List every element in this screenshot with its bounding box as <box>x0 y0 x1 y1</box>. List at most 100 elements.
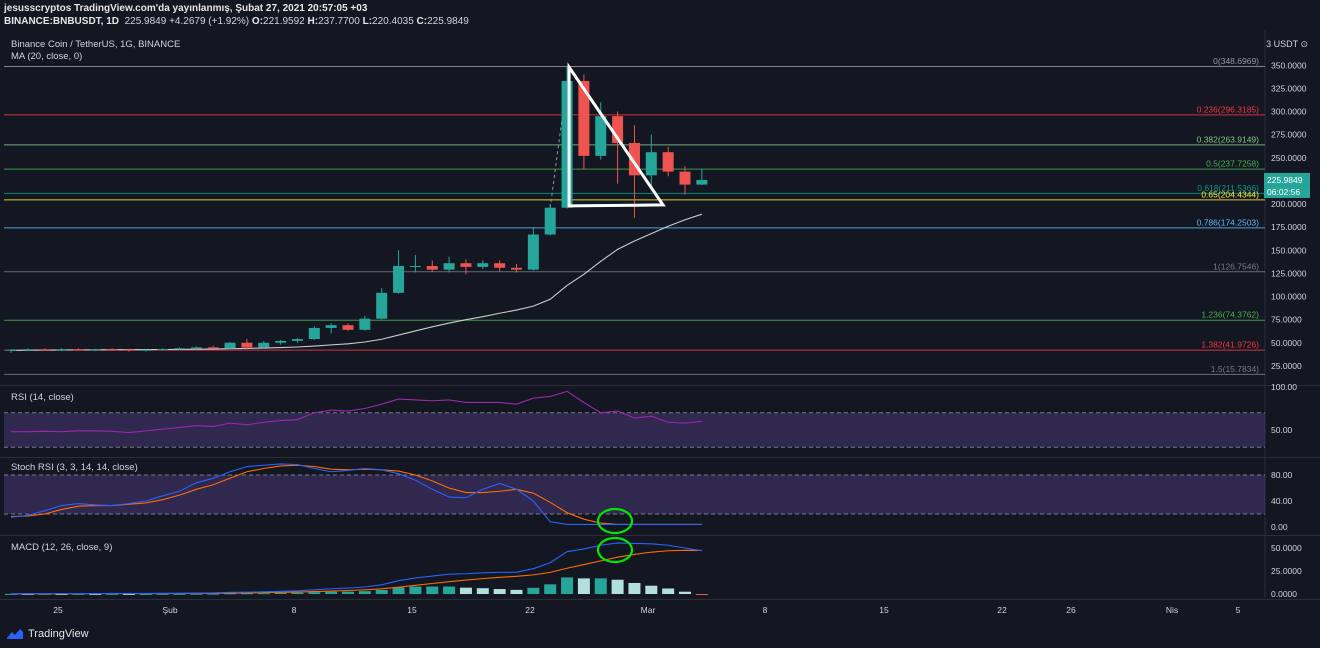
candle-body <box>325 325 337 328</box>
macd-histogram-bar <box>122 593 135 595</box>
tradingview-logo-icon <box>7 629 23 639</box>
symbol-label: BINANCE:BNBUSDT, 1D <box>4 16 120 27</box>
candle-body <box>359 318 371 330</box>
ma-indicator-label: MA (20, close, 0) <box>11 51 82 62</box>
macd-histogram-bar <box>662 588 675 594</box>
macd-histogram-bar <box>224 593 237 595</box>
candle-body <box>426 265 438 270</box>
macd-histogram-bar <box>257 593 270 595</box>
price-tick-label: 150.0000 <box>1271 245 1307 255</box>
candle-body <box>39 349 51 351</box>
highlight-circle-macd <box>596 536 634 564</box>
candle-body <box>106 349 118 351</box>
candle-body <box>258 342 270 348</box>
macd-histogram-bar <box>628 582 641 594</box>
time-tick-label: 15 <box>407 605 417 615</box>
candle-body <box>578 80 590 156</box>
macd-histogram-bar <box>173 593 186 595</box>
macd-histogram-bar <box>493 589 506 594</box>
macd-label: MACD (12, 26, close, 9) <box>11 542 112 553</box>
candle-body <box>460 263 472 267</box>
price-tick-label: 300.0000 <box>1271 107 1307 117</box>
macd-histogram-bar <box>358 591 371 594</box>
macd-histogram-bar <box>207 593 220 595</box>
macd-histogram-bar <box>577 578 590 594</box>
macd-histogram-bar <box>510 589 523 594</box>
candle-body <box>5 349 17 351</box>
macd-histogram-bar <box>342 591 354 594</box>
currency-label: 3 USDT ⊙ <box>1266 39 1308 49</box>
macd-histogram-bar <box>375 589 388 594</box>
candle-body <box>224 342 236 349</box>
macd-histogram-bar <box>139 593 152 595</box>
candle-body <box>393 265 405 293</box>
stoch-k-line <box>10 463 702 525</box>
macd-histogram-bar <box>645 585 658 594</box>
last-price: 225.9849 <box>124 16 167 27</box>
price-tick-label: 350.0000 <box>1271 60 1307 70</box>
fib-label: 1.236(74.3762) <box>1201 310 1259 320</box>
macd-histogram-bar <box>527 587 540 594</box>
fib-label: 0.236(296.3185) <box>1197 104 1260 114</box>
macd-histogram-bar <box>291 592 304 594</box>
price-tick-label: 325.0000 <box>1271 83 1307 93</box>
candle-body <box>291 339 303 341</box>
candle-body <box>190 347 202 349</box>
macd-tick: 0.0000 <box>1271 589 1297 599</box>
open-value: 221.9592 <box>263 16 305 27</box>
highlight-circle-stoch <box>596 507 634 535</box>
macd-histogram-bar <box>544 584 557 594</box>
price-tick-label: 275.0000 <box>1271 130 1307 140</box>
candle-body <box>494 263 506 268</box>
countdown-text: 06:02:56 <box>1267 187 1300 197</box>
macd-line <box>10 542 702 595</box>
fib-label: 1.382(41.9726) <box>1201 340 1259 350</box>
macd-histogram-bar <box>695 594 708 595</box>
low-value: 220.4035 <box>372 16 414 27</box>
rsi-band <box>4 412 1265 448</box>
fib-label: 0.786(174.2503) <box>1197 217 1260 227</box>
macd-histogram-bar <box>392 587 405 594</box>
fib-label: 0.382(263.9149) <box>1197 134 1260 144</box>
price-tick-label: 100.0000 <box>1271 292 1307 302</box>
candle-body <box>275 340 287 343</box>
candle-body <box>56 349 68 351</box>
candle-body <box>544 207 556 235</box>
time-tick-label: 22 <box>525 605 535 615</box>
macd-histogram-bar <box>240 593 253 595</box>
candle-body <box>140 349 152 351</box>
time-tick-label: Mar <box>641 605 656 615</box>
candle-body <box>595 116 607 156</box>
candle-body <box>612 116 624 143</box>
candle-body <box>645 152 657 176</box>
high-value: 237.7700 <box>318 16 360 27</box>
macd-histogram-bar <box>476 588 489 594</box>
macd-histogram-bar <box>561 577 574 594</box>
time-tick-label: 8 <box>763 605 768 615</box>
stoch-tick: 80.00 <box>1271 470 1293 480</box>
countdown-tag <box>1264 185 1310 198</box>
macd-histogram-bar <box>89 593 102 595</box>
macd-histogram-bar <box>426 586 439 594</box>
stoch-rsi-label: Stoch RSI (3, 3, 14, 14, close) <box>11 462 138 473</box>
candle-body <box>443 263 455 270</box>
macd-histogram-bar <box>409 586 422 594</box>
price-tick-label: 250.0000 <box>1271 153 1307 163</box>
candle-body <box>174 348 185 350</box>
macd-histogram-bar <box>190 593 203 595</box>
macd-histogram-bar <box>611 579 624 594</box>
macd-histogram-bar <box>459 587 472 594</box>
macd-histogram-bar <box>156 593 169 595</box>
rsi-line <box>11 390 702 434</box>
candle-body <box>376 292 388 319</box>
triangle-drawing <box>567 62 666 208</box>
time-tick-label: 25 <box>53 605 63 615</box>
candle-body <box>89 349 101 351</box>
time-tick-label: Nis <box>1166 605 1178 615</box>
macd-histogram-bar <box>21 593 34 595</box>
candle-body <box>696 179 708 185</box>
macd-tick: 50.0000 <box>1271 543 1302 553</box>
macd-histogram-bar <box>274 592 287 594</box>
stoch-tick: 40.00 <box>1271 496 1293 506</box>
